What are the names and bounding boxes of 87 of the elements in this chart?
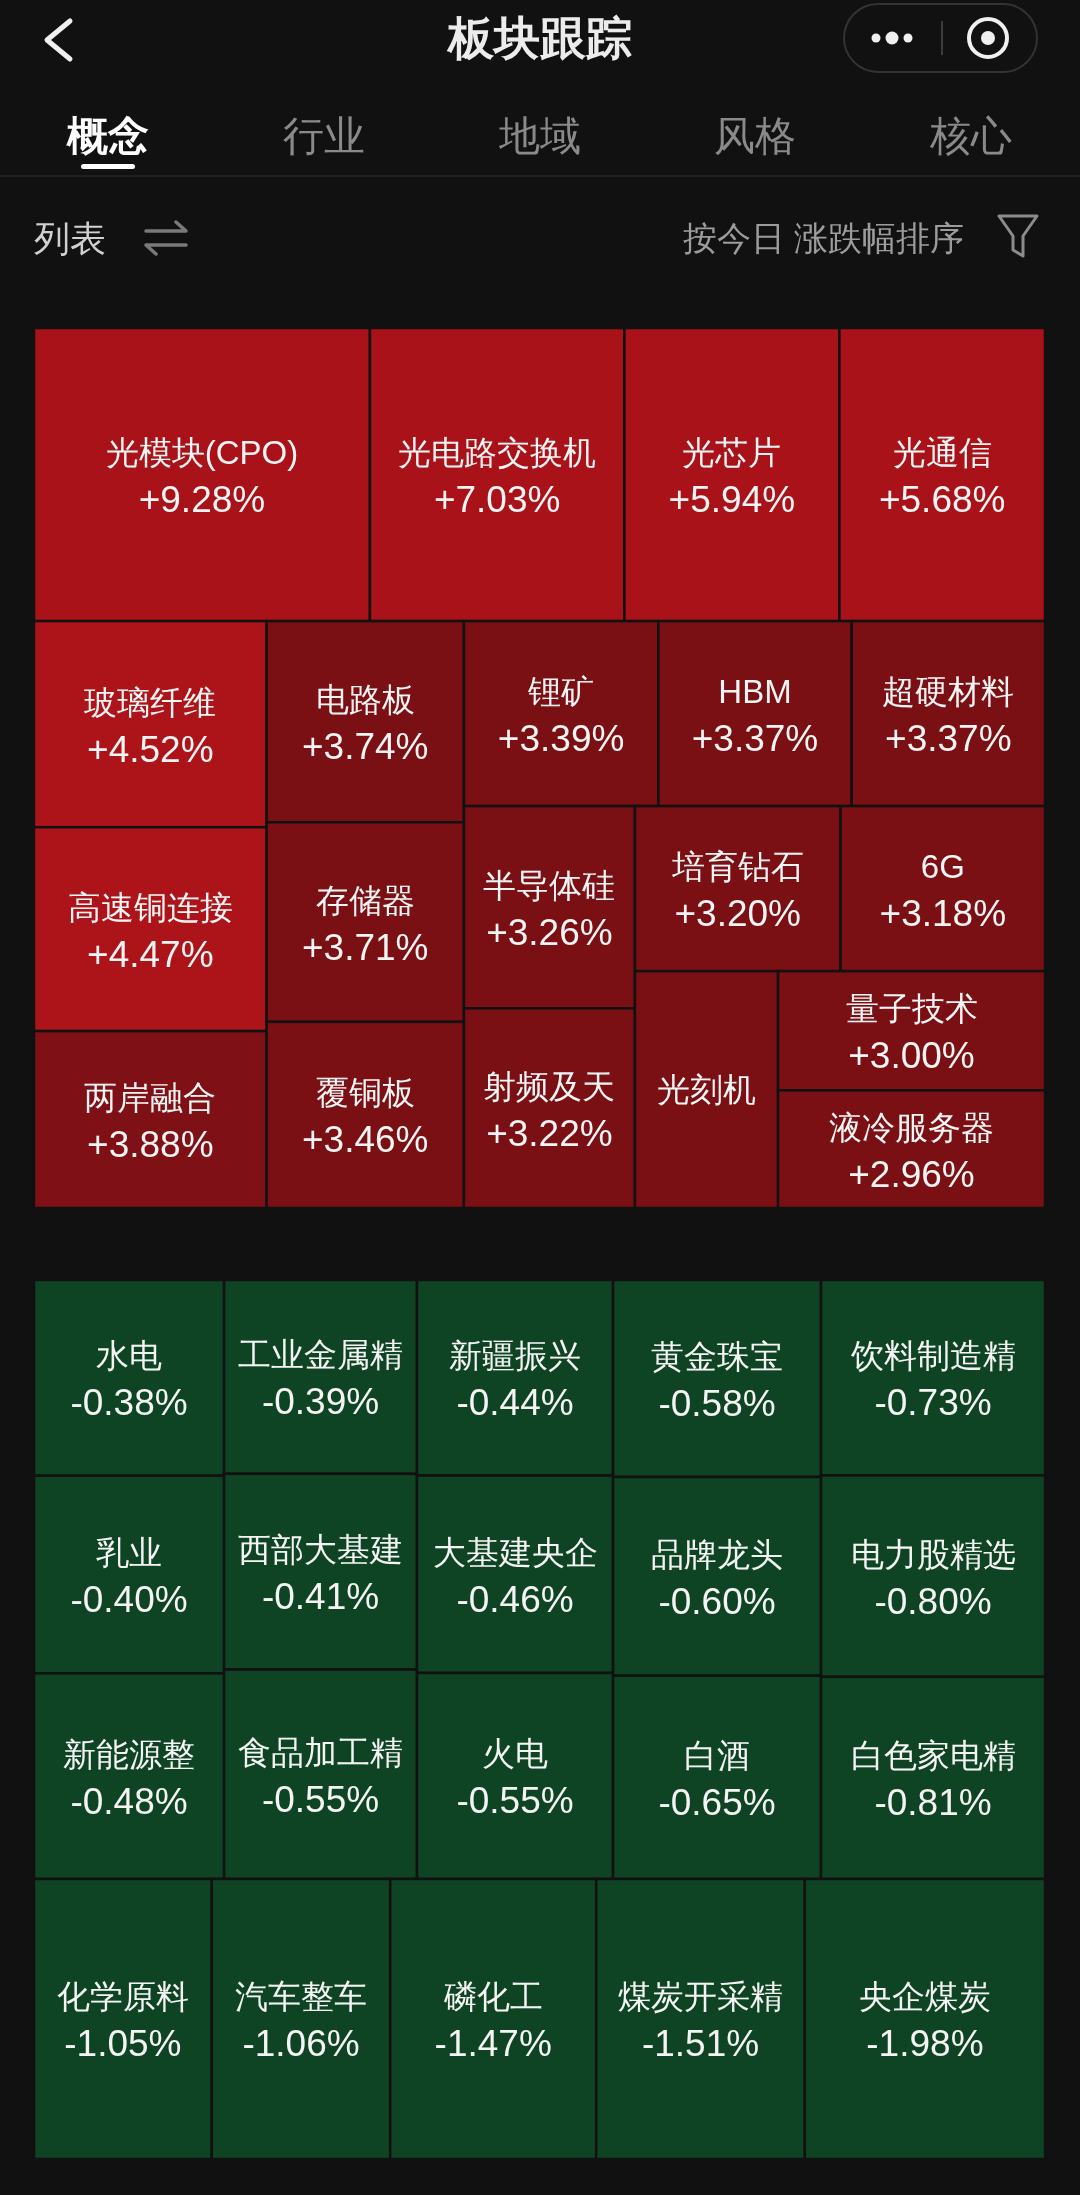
data-label: -0.41% (261, 1576, 380, 1618)
category-label: 超硬材料 (882, 673, 1015, 711)
category-label: 大基建央企 (432, 1533, 598, 1571)
data-label: -0.81% (874, 1782, 992, 1824)
data-label: +2.96% (848, 1153, 975, 1195)
category-label: 覆铜板 (315, 1074, 415, 1112)
data-label: -0.46% (456, 1578, 574, 1620)
category-label: 水电 (96, 1337, 163, 1375)
data-label: -0.60% (658, 1580, 776, 1622)
data-label: +3.00% (848, 1035, 975, 1077)
data-label: -0.65% (658, 1781, 776, 1823)
category-label: 存储器 (315, 881, 415, 919)
text: 概念 (66, 113, 149, 159)
category-label: 锂矿 (527, 673, 595, 711)
category-label: 化学原料 (56, 1978, 189, 2016)
text: 行业 (282, 113, 365, 159)
category-label: 央企煤炭 (858, 1978, 991, 2016)
category-label: 工业金属精 (238, 1336, 404, 1374)
data-label: -0.39% (261, 1381, 380, 1423)
data-label: -0.73% (874, 1382, 992, 1424)
text: 按今日 涨跌幅排序 (682, 219, 964, 257)
data-label: +3.37% (691, 718, 819, 760)
data-label: +3.22% (486, 1112, 613, 1154)
category-label: 汽车整车 (235, 1978, 368, 2016)
data-label: +3.26% (486, 911, 613, 953)
data-label: +3.74% (302, 726, 429, 768)
category-label: 光通信 (892, 434, 992, 472)
data-label: -1.05% (64, 2023, 182, 2065)
category-label: 光刻机 (656, 1071, 756, 1109)
data-label: +4.47% (87, 933, 214, 975)
data-label: -0.55% (261, 1778, 380, 1820)
data-label: +3.88% (87, 1124, 214, 1166)
category-label: 新疆振兴 (449, 1337, 582, 1375)
category-label: 量子技术 (845, 990, 978, 1028)
category-label: 光芯片 (682, 434, 782, 472)
data-label: +7.03% (433, 479, 561, 521)
data-label: -1.98% (866, 2023, 984, 2065)
text: 列表 (34, 217, 106, 259)
category-label: 食品加工精 (238, 1733, 404, 1771)
category-label: 火电 (482, 1735, 549, 1773)
text: 风格 (714, 113, 797, 159)
data-label: +5.68% (878, 479, 1006, 521)
data-label: -1.06% (242, 2023, 360, 2065)
data-label: +3.20% (674, 893, 802, 935)
category-label: 白色家电精 (850, 1737, 1016, 1775)
data-label: +4.52% (87, 728, 214, 770)
category-label: 射频及天 (483, 1067, 616, 1105)
category-label: 黄金珠宝 (651, 1337, 784, 1375)
category-label: 白酒 (684, 1736, 751, 1774)
text: 地域 (497, 113, 581, 159)
category-label: 6G (920, 848, 965, 886)
category-label: 饮料制造精 (849, 1337, 1016, 1375)
category-label: 电路板 (315, 681, 415, 719)
data-label: +3.18% (879, 893, 1007, 935)
category-label: 半导体硅 (483, 866, 616, 904)
category-label: 液冷服务器 (829, 1108, 995, 1146)
category-label: 光模块(CPO) (105, 434, 299, 472)
data-label: -0.80% (874, 1580, 992, 1622)
category-label: 煤炭开采精 (618, 1978, 784, 2016)
category-label: 西部大基建 (238, 1531, 404, 1569)
category-label: 高速铜连接 (67, 888, 233, 926)
data-label: +5.94% (668, 479, 796, 521)
category-label: 磷化工 (442, 1978, 543, 2016)
category-label: 新能源整 (63, 1735, 196, 1773)
category-label: 乳业 (96, 1534, 163, 1572)
category-label: 培育钻石 (670, 848, 804, 886)
category-label: 两岸融合 (84, 1079, 217, 1117)
category-label: 电力股精选 (850, 1535, 1016, 1573)
data-label: -1.47% (434, 2023, 552, 2065)
data-label: +3.46% (302, 1119, 429, 1161)
data-label: +3.39% (497, 718, 625, 760)
data-label: -0.38% (70, 1382, 188, 1424)
data-label: -0.48% (70, 1780, 188, 1822)
data-label: -1.51% (641, 2023, 760, 2065)
data-label: +9.28% (138, 479, 266, 521)
data-label: +3.71% (302, 926, 429, 968)
category-label: 品牌龙头 (651, 1535, 784, 1573)
category-label: 玻璃纤维 (84, 683, 217, 721)
data-label: -0.44% (456, 1382, 574, 1424)
data-label: -0.55% (456, 1780, 574, 1822)
data-label: -0.40% (70, 1579, 188, 1621)
text: 板块跟踪 (446, 12, 632, 64)
category-label: HBM (718, 673, 792, 711)
data-label: -0.58% (658, 1382, 776, 1424)
text: 核心 (929, 113, 1012, 159)
category-label: 光电路交换机 (398, 434, 597, 472)
data-label: +3.37% (885, 718, 1012, 760)
